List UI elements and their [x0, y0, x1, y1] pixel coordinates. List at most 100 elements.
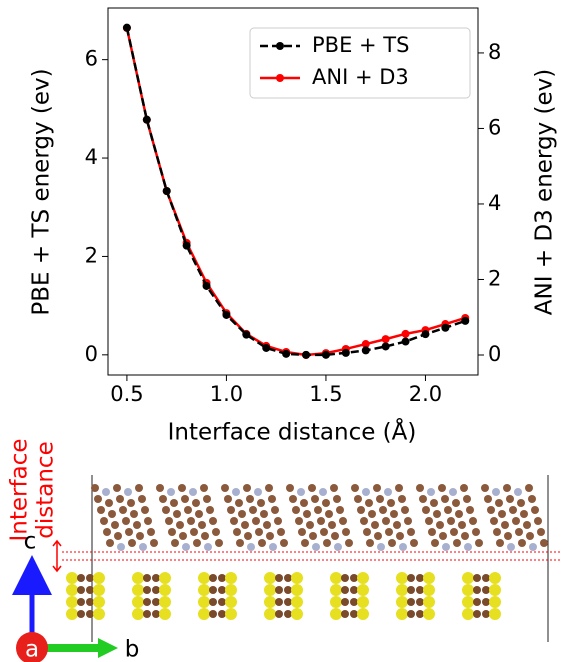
atom — [143, 610, 151, 618]
atom — [190, 528, 198, 536]
atom — [350, 574, 358, 582]
point — [382, 335, 390, 343]
atom — [66, 608, 78, 620]
atom — [241, 521, 249, 529]
atom — [404, 517, 412, 525]
legend-marker — [276, 74, 284, 82]
atom — [423, 596, 435, 608]
figure: Interface distance c b Interface distanc… — [0, 0, 571, 662]
atom — [423, 584, 435, 596]
atom — [509, 506, 517, 514]
atom — [144, 517, 152, 525]
atom — [357, 608, 369, 620]
atom — [221, 484, 229, 492]
atom — [77, 610, 85, 618]
atom — [303, 510, 311, 518]
atom — [182, 543, 190, 551]
atom — [132, 596, 144, 608]
atom — [455, 510, 463, 518]
atom — [171, 539, 179, 547]
atom — [351, 484, 359, 492]
atom — [93, 596, 105, 608]
atom — [526, 532, 534, 540]
atom — [518, 539, 526, 547]
atom — [498, 510, 506, 518]
atom — [128, 539, 136, 547]
atom — [176, 521, 184, 529]
atom — [66, 572, 78, 584]
atom — [473, 598, 481, 606]
atom — [447, 517, 455, 525]
y-tick-label: 2 — [85, 243, 98, 267]
atom — [462, 608, 474, 620]
atom — [156, 484, 164, 492]
atom — [416, 610, 424, 618]
atom — [181, 495, 189, 503]
atom — [333, 495, 341, 503]
atom — [431, 539, 439, 547]
y2-tick-label: 0 — [488, 342, 501, 366]
atom — [170, 499, 178, 507]
atom — [264, 608, 276, 620]
atom — [309, 532, 317, 540]
atom — [357, 596, 369, 608]
atom — [178, 484, 186, 492]
atom — [198, 521, 206, 529]
atom — [102, 488, 110, 496]
atom — [407, 574, 415, 582]
atom — [330, 596, 342, 608]
atom — [159, 572, 171, 584]
atom — [218, 598, 226, 606]
atom — [339, 517, 347, 525]
atom — [94, 495, 102, 503]
atom — [503, 484, 511, 492]
atom — [482, 574, 490, 582]
atom — [86, 574, 94, 582]
atom — [124, 488, 132, 496]
atom — [462, 596, 474, 608]
atom — [407, 586, 415, 594]
atom — [428, 528, 436, 536]
atom — [268, 495, 276, 503]
atom — [189, 488, 197, 496]
atom — [436, 521, 444, 529]
atom — [162, 506, 170, 514]
atom — [396, 608, 408, 620]
atom — [462, 584, 474, 596]
atom — [341, 610, 349, 618]
atom — [489, 584, 501, 596]
atom — [232, 488, 240, 496]
atom — [399, 543, 407, 551]
atom — [264, 596, 276, 608]
atom — [91, 484, 99, 492]
atom — [334, 543, 342, 551]
atom — [159, 584, 171, 596]
atom — [212, 528, 220, 536]
atom — [512, 517, 520, 525]
atom — [152, 598, 160, 606]
atom — [198, 584, 210, 596]
atom — [345, 539, 353, 547]
point — [402, 330, 410, 338]
atom — [473, 610, 481, 618]
atom — [489, 608, 501, 620]
atom — [487, 506, 495, 514]
atom — [215, 539, 223, 547]
atom — [269, 543, 277, 551]
atom — [147, 528, 155, 536]
atom — [141, 506, 149, 514]
atom — [469, 517, 477, 525]
atom — [284, 610, 292, 618]
atom — [489, 596, 501, 608]
axis-label-b: b — [125, 637, 140, 662]
atom — [390, 510, 398, 518]
atom — [132, 572, 144, 584]
atom — [388, 539, 396, 547]
atom — [410, 539, 418, 547]
atom — [86, 586, 94, 594]
atom — [312, 543, 320, 551]
atom — [396, 532, 404, 540]
atom — [218, 574, 226, 582]
atom — [452, 499, 460, 507]
atom — [127, 499, 135, 507]
